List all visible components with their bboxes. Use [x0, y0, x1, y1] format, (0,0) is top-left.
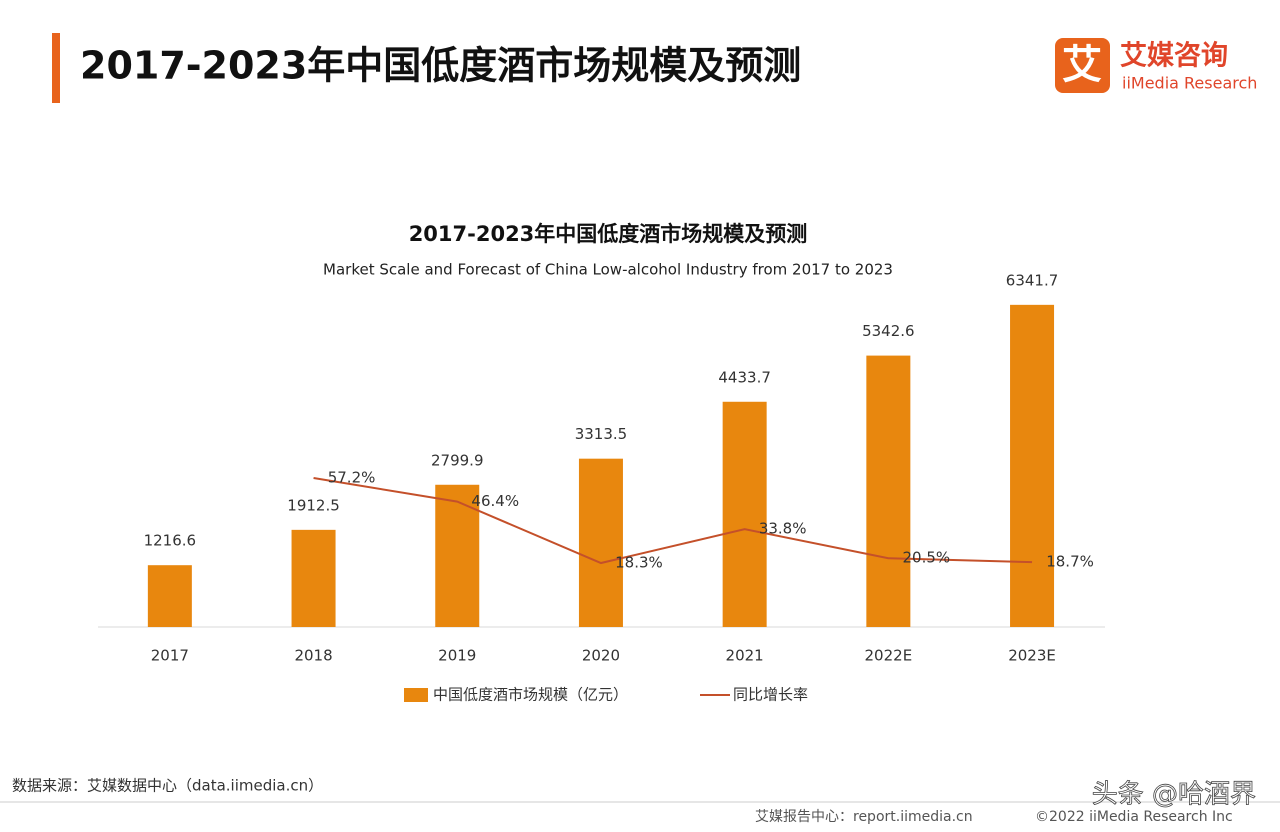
line-value-label: 57.2% [328, 469, 376, 487]
watermark: 头条 @哈酒界 [1092, 780, 1256, 810]
bar-value-label: 4433.7 [718, 368, 771, 386]
line-value-label: 18.3% [615, 554, 663, 572]
x-tick-label: 2023E [1008, 647, 1056, 665]
legend-swatch-bar [404, 688, 428, 702]
line-value-label: 18.7% [1046, 553, 1094, 571]
bar-value-label: 5342.6 [862, 322, 915, 340]
bar-value-label: 1216.6 [144, 532, 197, 550]
line-value-label: 46.4% [471, 492, 519, 510]
line-value-label: 20.5% [903, 549, 951, 567]
title-accent [52, 33, 60, 103]
x-tick-label: 2017 [151, 647, 189, 665]
logo-box [1055, 38, 1110, 93]
bar [1010, 304, 1055, 627]
chart-title: 2017-2023年中国低度酒市场规模及预测 [409, 222, 808, 246]
chart-subtitle: Market Scale and Forecast of China Low-a… [323, 261, 893, 279]
logo-name: 艾媒咨询 [1120, 40, 1228, 72]
legend-label: 同比增长率 [733, 686, 808, 704]
line [313, 477, 1033, 565]
line-value-label: 33.8% [759, 520, 807, 538]
source: 数据来源：艾媒数据中心（data.iimedia.cn） [12, 777, 323, 795]
logo-sub: iiMedia Research [1122, 74, 1257, 93]
bar-value-label: 6341.7 [1006, 271, 1059, 289]
bar [722, 401, 767, 627]
logo-mark: 艾 [1062, 42, 1102, 88]
bar [147, 565, 192, 627]
page-title: 2017-2023年中国低度酒市场规模及预测 [80, 44, 801, 88]
footer-report: 艾媒报告中心：report.iimedia.cn [755, 809, 973, 825]
x-tick-label: 2018 [294, 647, 332, 665]
bar [866, 355, 911, 627]
bar [578, 458, 623, 627]
bar-value-label: 1912.5 [287, 496, 340, 514]
bar-value-label: 2799.9 [431, 451, 484, 469]
bar-value-label: 3313.5 [575, 425, 628, 443]
bar [291, 529, 336, 627]
x-tick-label: 2019 [438, 647, 476, 665]
x-tick-label: 2020 [582, 647, 620, 665]
x-tick-label: 2021 [726, 647, 764, 665]
legend-label: 中国低度酒市场规模（亿元） [433, 686, 628, 704]
x-tick-label: 2022E [865, 647, 913, 665]
footer-copyright: ©2022 iiMedia Research Inc [1035, 809, 1233, 825]
